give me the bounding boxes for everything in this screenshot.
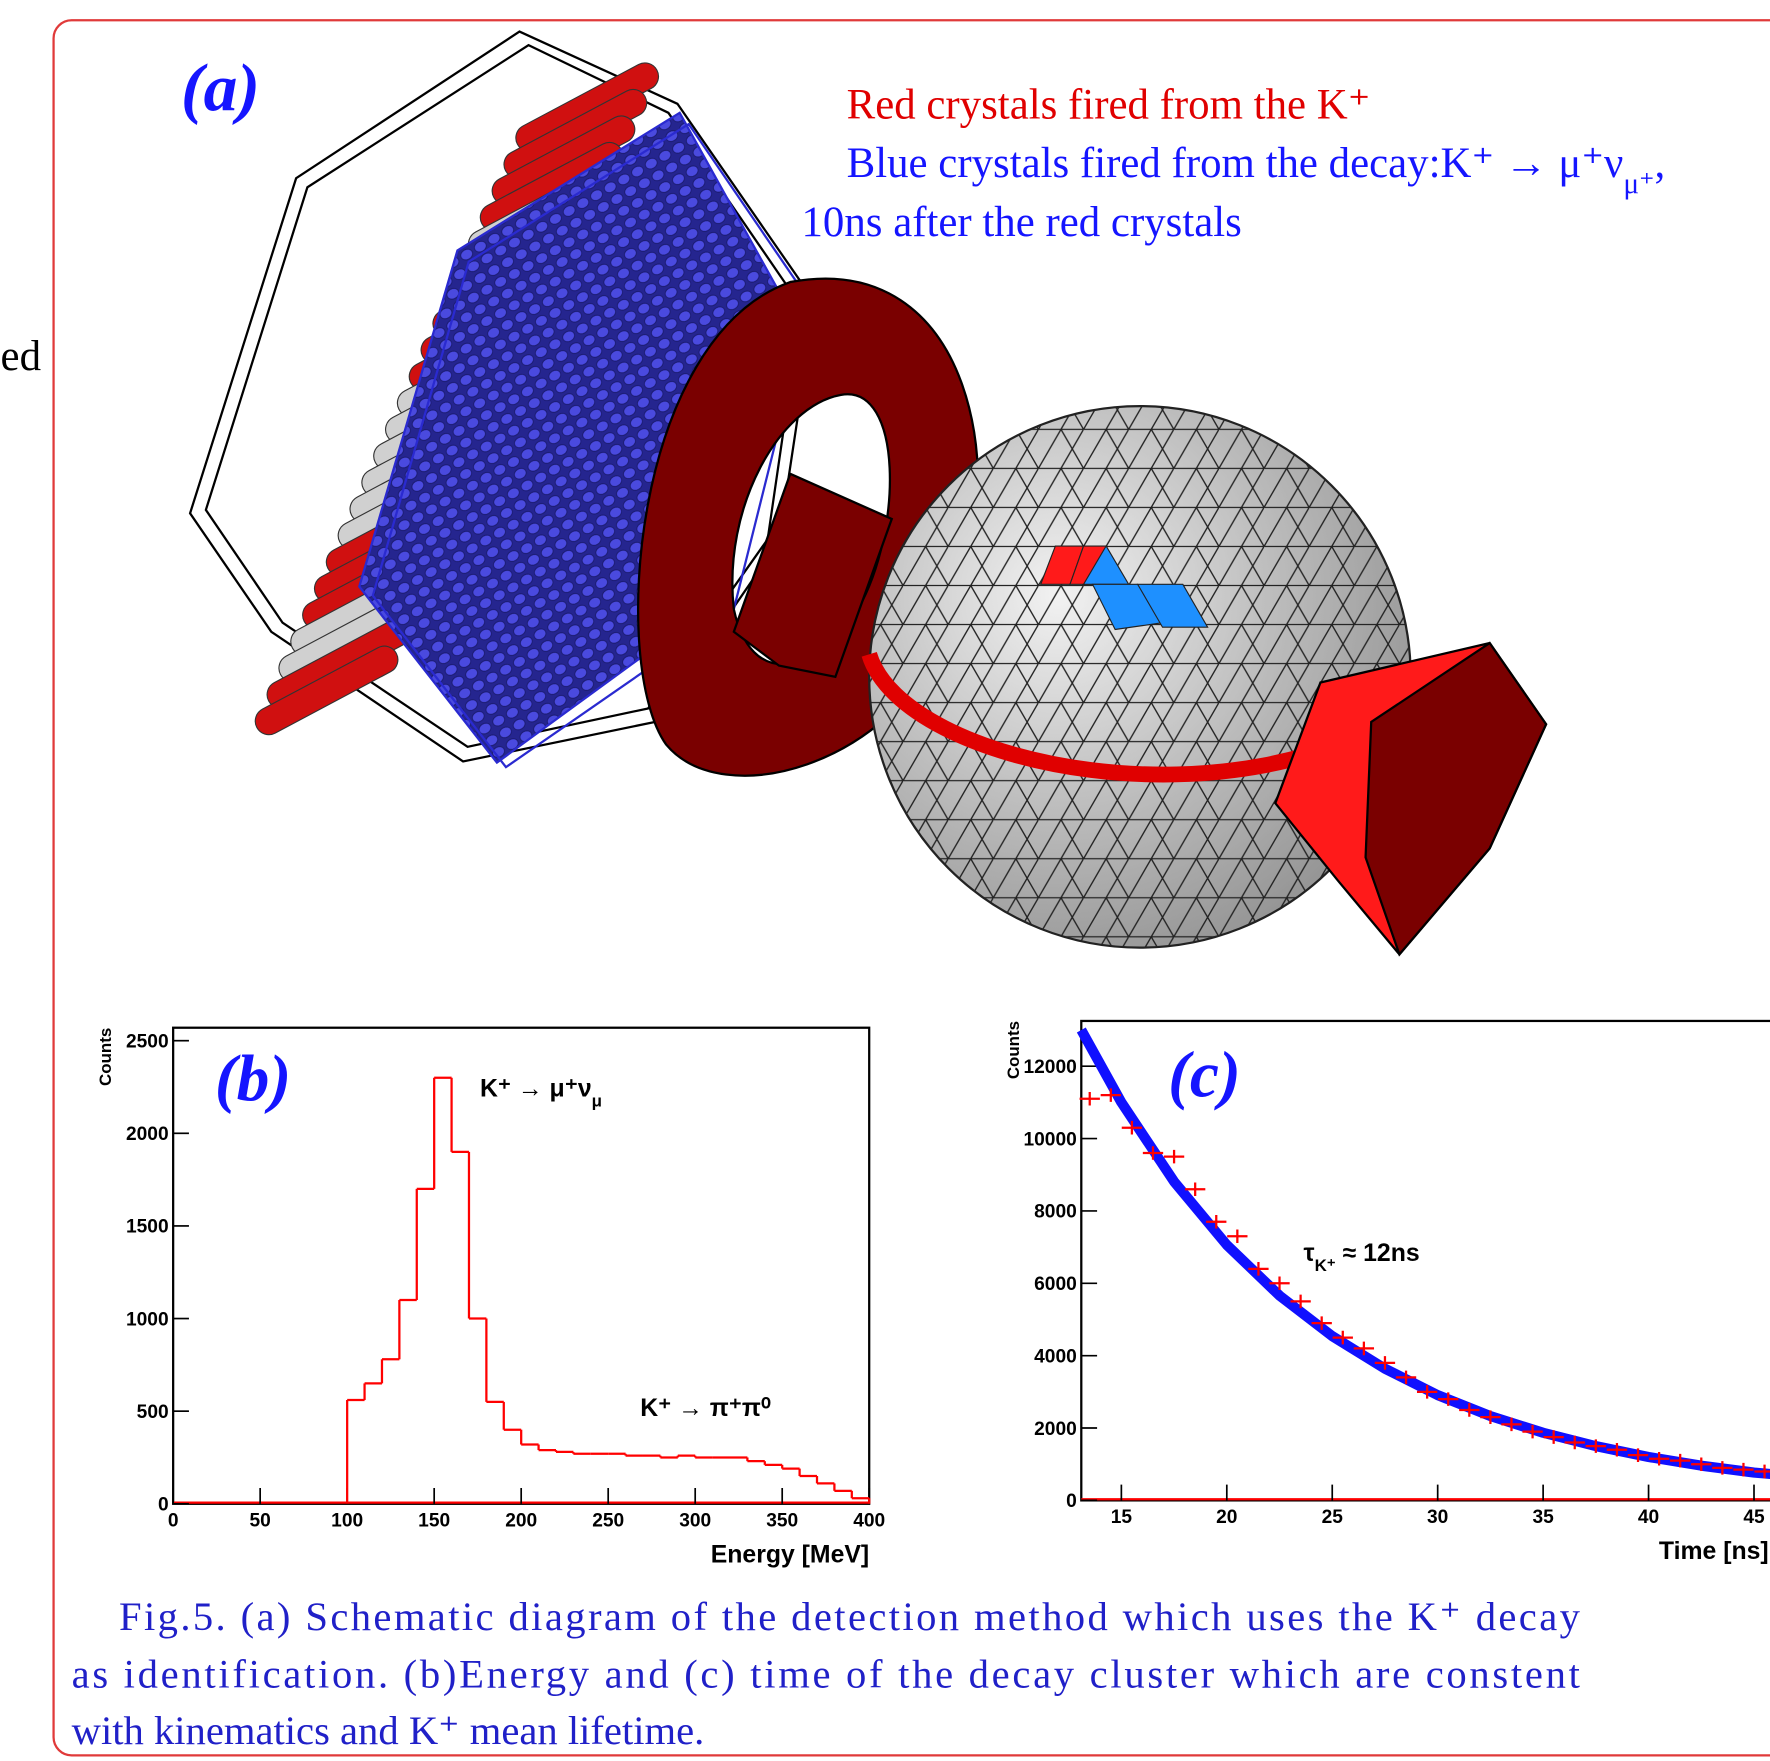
y-tick-label: 2000 xyxy=(1034,1419,1077,1440)
annotation: 10ns after the red crystals xyxy=(802,199,1242,246)
caption-line: with kinematics and K⁺ mean lifetime. xyxy=(72,1708,705,1753)
caption-line: Fig.5. (a) Schematic diagram of the dete… xyxy=(119,1594,1581,1639)
y-axis-title: Counts xyxy=(96,1028,115,1086)
annotation: Red crystals fired from the K⁺ xyxy=(847,81,1371,128)
figure: ed (a) Red crystals fired from the K⁺ Blu… xyxy=(0,0,1770,1761)
x-tick-label: 30 xyxy=(1427,1507,1448,1528)
annotation-tail: ≈ 12ns xyxy=(1336,1240,1420,1267)
x-tick-label: 250 xyxy=(592,1510,624,1531)
x-tick-label: 35 xyxy=(1532,1507,1554,1528)
annotation-text: Blue crystals fired from the decay:K⁺ → … xyxy=(847,140,1624,187)
annotation: Blue crystals fired from the decay:K⁺ → … xyxy=(847,140,1666,200)
annotation-text: Red crystals fired from the K⁺ xyxy=(847,81,1371,128)
charts: 0 500 1000 1500 2000 2500 0 50 100 150 200 250 300 35… xyxy=(96,1021,1770,1568)
y-tick-label: 12000 xyxy=(1023,1057,1076,1078)
x-tick-label: 300 xyxy=(679,1510,711,1531)
x-tick-label: 0 xyxy=(168,1510,179,1531)
annotation-sub: K⁺ xyxy=(1315,1256,1336,1275)
y-tick-label: 10000 xyxy=(1023,1129,1076,1150)
y-tick-label: 0 xyxy=(1066,1491,1077,1512)
annotation-text: K⁺ → π⁺π⁰ xyxy=(640,1395,771,1422)
panel-label: (a) xyxy=(181,51,260,126)
chart: 0 2000 4000 6000 8000 10000 12000 15 20 25 30 35 40 4… xyxy=(1004,1021,1770,1565)
caption-line: as identification. (b)Energy and (c) tim… xyxy=(72,1652,1581,1697)
y-tick-label: 500 xyxy=(137,1402,169,1423)
panel-label: (c) xyxy=(1168,1040,1241,1112)
y-tick-label: 1500 xyxy=(126,1217,169,1238)
y-tick-label: 6000 xyxy=(1034,1274,1077,1295)
x-tick-label: 15 xyxy=(1111,1507,1133,1528)
annotations: Red crystals fired from the K⁺ Blue cryst… xyxy=(802,81,1666,245)
x-axis-title: Time [ns] xyxy=(1659,1538,1769,1565)
page: ed (a) Red crystals fired from the K⁺ Blu… xyxy=(0,0,1770,1761)
y-tick-label: 4000 xyxy=(1034,1346,1077,1367)
annotation-text: τ xyxy=(1304,1240,1315,1267)
annotation-tail: , xyxy=(1655,140,1666,187)
x-tick-label: 350 xyxy=(766,1510,798,1531)
y-tick-label: 2500 xyxy=(126,1031,169,1052)
panel-label: (b) xyxy=(215,1043,291,1115)
x-tick-label: 200 xyxy=(505,1510,537,1531)
y-tick-label: 1000 xyxy=(126,1309,169,1330)
x-tick-label: 20 xyxy=(1216,1507,1237,1528)
x-tick-label: 150 xyxy=(418,1510,450,1531)
annotation-sub: μ xyxy=(592,1091,602,1110)
caption: Fig.5. (a) Schematic diagram of the dete… xyxy=(72,1594,1581,1753)
x-tick-label: 25 xyxy=(1322,1507,1344,1528)
margin-fragment: ed xyxy=(1,333,41,380)
y-tick-label: 8000 xyxy=(1034,1202,1077,1223)
annotation-text: K⁺ → μ⁺ν xyxy=(480,1076,592,1103)
x-axis-title: Energy [MeV] xyxy=(711,1541,869,1568)
annotation-text: 10ns after the red crystals xyxy=(802,199,1242,246)
annotation: K⁺ → π⁺π⁰ xyxy=(640,1395,771,1422)
x-tick-label: 40 xyxy=(1638,1507,1659,1528)
y-tick-label: 2000 xyxy=(126,1124,169,1145)
x-tick-label: 50 xyxy=(250,1510,271,1531)
x-tick-label: 100 xyxy=(331,1510,363,1531)
annotation-sub: μ⁺ xyxy=(1623,168,1654,200)
x-tick-label: 400 xyxy=(853,1510,885,1531)
y-axis-title: Counts xyxy=(1004,1021,1023,1079)
x-tick-label: 45 xyxy=(1743,1507,1765,1528)
